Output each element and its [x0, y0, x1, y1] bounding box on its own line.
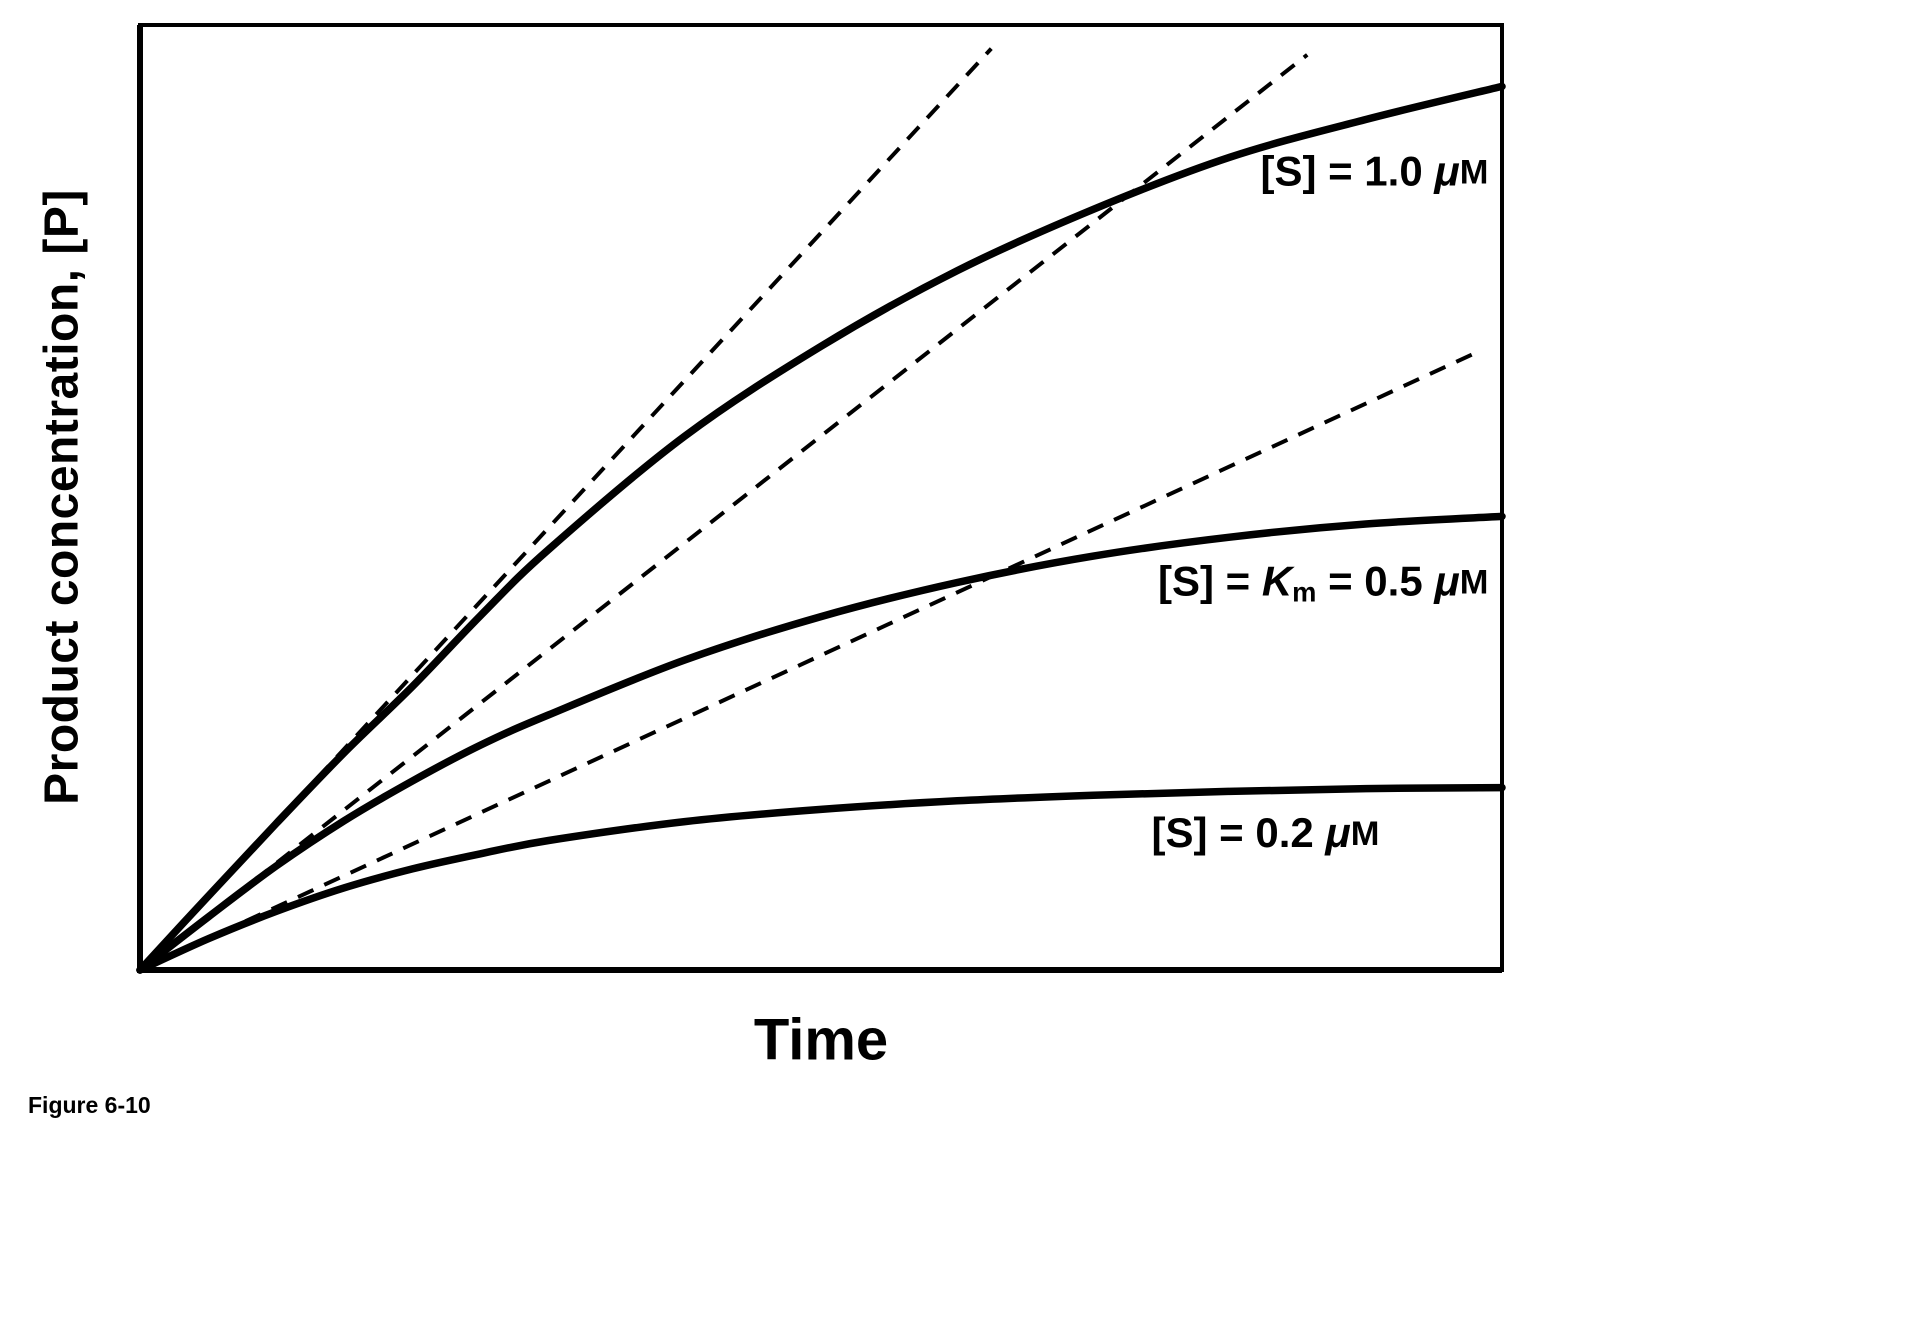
figure-caption: Figure 6-10	[28, 1092, 151, 1118]
series-label-1: [S] = Km = 0.5 μM	[1158, 558, 1488, 608]
initial-rate-tangent-1	[138, 53, 1309, 972]
y-axis-label: Product concentration, [P]	[35, 189, 89, 805]
series-label-0: [S] = 1.0 μM	[1260, 147, 1488, 194]
series-curve-2	[136, 783, 1506, 974]
x-axis-label: Time	[753, 1007, 889, 1073]
series-curve-1	[136, 512, 1506, 974]
series-label-2: [S] = 0.2 μM	[1151, 809, 1379, 856]
initial-rate-tangent-2	[139, 350, 1479, 972]
series-curve-0	[136, 82, 1506, 974]
axes	[137, 25, 1502, 973]
